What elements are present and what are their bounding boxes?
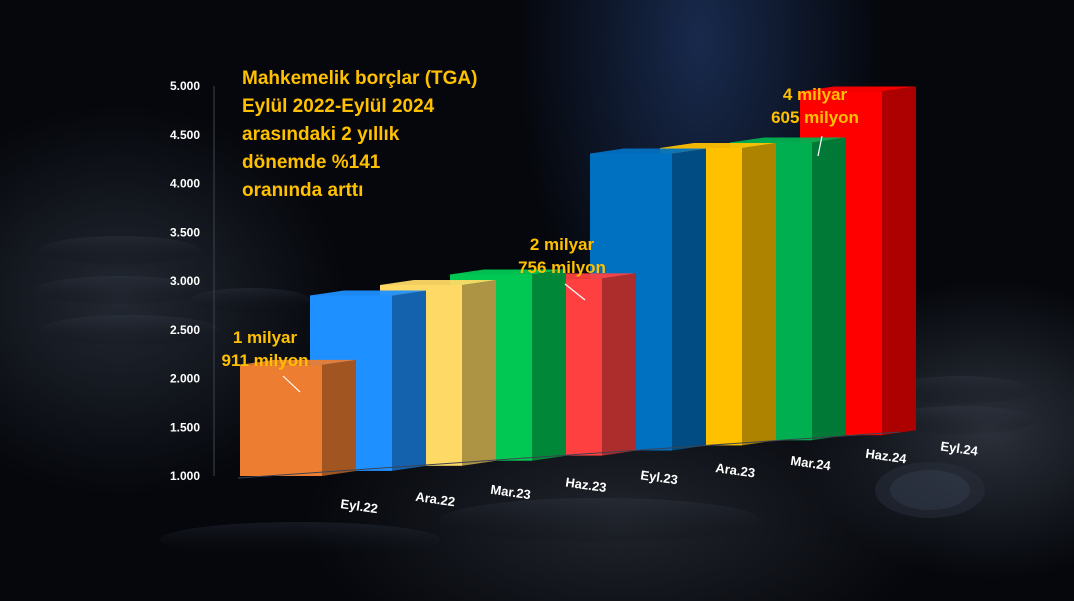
bar-top-face bbox=[310, 290, 426, 296]
title-line: oranında arttı bbox=[242, 180, 363, 201]
bar-top-face bbox=[730, 137, 846, 143]
bars bbox=[240, 86, 916, 476]
x-axis-labels: Eyl.22 Ara.22 Mar.23 Haz.23 Eyl.23 Ara.23 Mar.… bbox=[237, 431, 980, 516]
y-tick-label: 1.500 bbox=[170, 420, 200, 434]
title-line: arasındaki 2 yıllık bbox=[242, 124, 400, 145]
title-line: Eylül 2022-Eylül 2024 bbox=[242, 96, 435, 117]
x-tick-label: Ara.23 bbox=[715, 460, 756, 480]
annotation-line: 756 milyon bbox=[518, 258, 606, 277]
bar-side-face bbox=[392, 290, 426, 471]
y-axis: 1.000 1.500 2.000 2.500 3.000 3.500 4.000 4.500… bbox=[170, 79, 215, 483]
annotation-leader bbox=[564, 283, 586, 301]
x-tick-label: Eyl.22 bbox=[340, 496, 379, 516]
bar-side-face bbox=[882, 86, 916, 436]
bar-side-face bbox=[602, 273, 636, 456]
title-line: dönemde %141 bbox=[242, 152, 381, 173]
annotation-line: 911 milyon bbox=[222, 351, 309, 370]
bar-front-face bbox=[240, 364, 322, 476]
bar-side-face bbox=[462, 280, 496, 466]
x-tick-label: Mar.24 bbox=[790, 453, 833, 474]
bar-side-face bbox=[322, 359, 356, 476]
annotation-Eyl.22: 1 milyar 911 milyon bbox=[222, 328, 309, 393]
annotations: 1 milyar 911 milyon 2 milyar 756 milyon 4 mi… bbox=[222, 85, 859, 393]
annotation-line: 1 milyar bbox=[233, 328, 298, 347]
bar-top-face bbox=[800, 86, 916, 92]
bar-top-face bbox=[380, 280, 496, 285]
x-tick-label: Eyl.23 bbox=[640, 467, 679, 487]
y-tick-label: 5.000 bbox=[170, 79, 200, 93]
coin-background bbox=[35, 236, 1035, 558]
y-tick-label: 3.000 bbox=[170, 274, 200, 288]
annotation-leader bbox=[282, 375, 301, 393]
annotation-line: 2 milyar bbox=[530, 235, 595, 254]
y-tick-label: 4.000 bbox=[170, 177, 200, 191]
chart-title: Mahkemelik borçlar (TGA) Eylül 2022-Eylül… bbox=[242, 68, 477, 201]
bar-side-face bbox=[742, 143, 776, 446]
x-axis-line bbox=[237, 431, 901, 479]
y-tick-label: 3.500 bbox=[170, 225, 200, 239]
bar-side-face bbox=[812, 137, 846, 441]
annotation-Eyl.24: 4 milyar 605 milyon bbox=[771, 85, 859, 157]
bar-top-face bbox=[660, 143, 776, 148]
annotation-line: 4 milyar bbox=[783, 85, 848, 104]
x-tick-label: Ara.22 bbox=[415, 489, 456, 509]
annotation-line: 605 milyon bbox=[771, 108, 859, 127]
bar-top-face bbox=[450, 269, 566, 275]
bar-top-face bbox=[590, 148, 706, 154]
y-tick-label: 4.500 bbox=[170, 128, 200, 142]
x-tick-label: Haz.23 bbox=[565, 475, 608, 496]
x-tick-label: Eyl.24 bbox=[940, 439, 980, 459]
bar-side-face bbox=[532, 269, 566, 461]
bar-Eyl.22 bbox=[240, 359, 356, 476]
title-line: Mahkemelik borçlar (TGA) bbox=[242, 68, 477, 89]
bar-side-face bbox=[672, 148, 706, 451]
y-tick-label: 2.000 bbox=[170, 372, 200, 386]
annotation-Eyl.23: 2 milyar 756 milyon bbox=[518, 235, 606, 301]
x-tick-label: Mar.23 bbox=[490, 482, 532, 502]
bar-top-face bbox=[240, 359, 356, 365]
annotation-leader bbox=[817, 135, 823, 157]
y-tick-label: 1.000 bbox=[170, 469, 200, 483]
x-tick-label: Haz.24 bbox=[865, 446, 909, 467]
y-tick-label: 2.500 bbox=[170, 323, 200, 337]
